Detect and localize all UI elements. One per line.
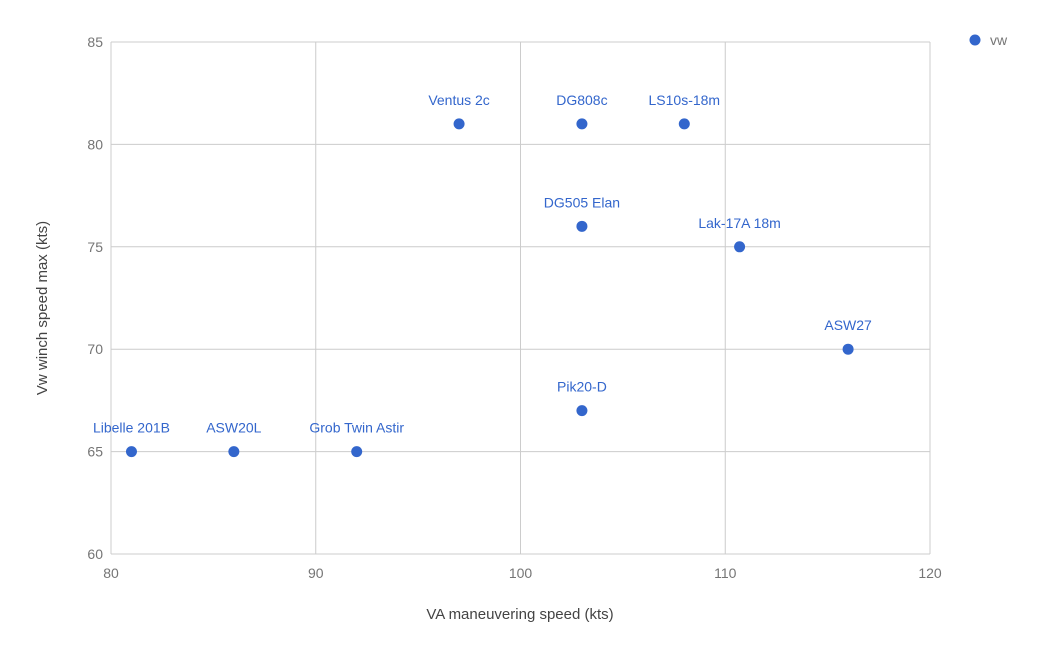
data-point[interactable] xyxy=(351,446,363,458)
data-label: Grob Twin Astir xyxy=(309,420,404,436)
x-tick-label: 90 xyxy=(308,565,324,581)
data-label: ASW27 xyxy=(824,317,872,333)
data-point[interactable] xyxy=(125,446,137,458)
x-axis-ticks: 80 90 100 110 120 xyxy=(103,565,942,581)
legend-marker xyxy=(969,34,981,46)
data-point[interactable] xyxy=(734,241,746,253)
y-tick-label: 70 xyxy=(87,341,103,357)
data-label: ASW20L xyxy=(206,420,261,436)
legend-label: vw xyxy=(990,32,1008,48)
data-points xyxy=(125,118,854,458)
data-label: Libelle 201B xyxy=(93,420,170,436)
data-point[interactable] xyxy=(453,118,465,130)
x-axis-title: VA maneuvering speed (kts) xyxy=(426,606,613,623)
data-point[interactable] xyxy=(228,446,240,458)
y-tick-label: 60 xyxy=(87,546,103,562)
y-tick-label: 75 xyxy=(87,239,103,255)
y-axis-ticks: 60 65 70 75 80 85 xyxy=(87,34,103,562)
data-point[interactable] xyxy=(678,118,690,130)
data-label: DG505 Elan xyxy=(544,194,620,210)
gridlines xyxy=(110,41,931,555)
data-label: Pik20-D xyxy=(557,379,607,395)
y-tick-label: 65 xyxy=(87,444,103,460)
y-tick-label: 80 xyxy=(87,136,103,152)
data-point[interactable] xyxy=(576,118,588,130)
y-tick-label: 85 xyxy=(87,34,103,50)
x-tick-label: 120 xyxy=(918,565,942,581)
data-point[interactable] xyxy=(576,405,588,417)
data-label: LS10s-18m xyxy=(649,92,721,108)
data-label: Ventus 2c xyxy=(428,92,490,108)
x-tick-label: 80 xyxy=(103,565,119,581)
data-labels: Libelle 201B ASW20L Grob Twin Astir Ventus … xyxy=(93,92,872,436)
data-label: DG808c xyxy=(556,92,607,108)
data-point[interactable] xyxy=(576,220,588,232)
data-point[interactable] xyxy=(842,343,854,355)
data-label: Lak-17A 18m xyxy=(698,215,781,231)
legend[interactable]: vw xyxy=(969,32,1009,48)
x-tick-label: 100 xyxy=(509,565,533,581)
y-axis-title: Vw winch speed max (kts) xyxy=(34,221,51,395)
x-tick-label: 110 xyxy=(714,565,737,581)
